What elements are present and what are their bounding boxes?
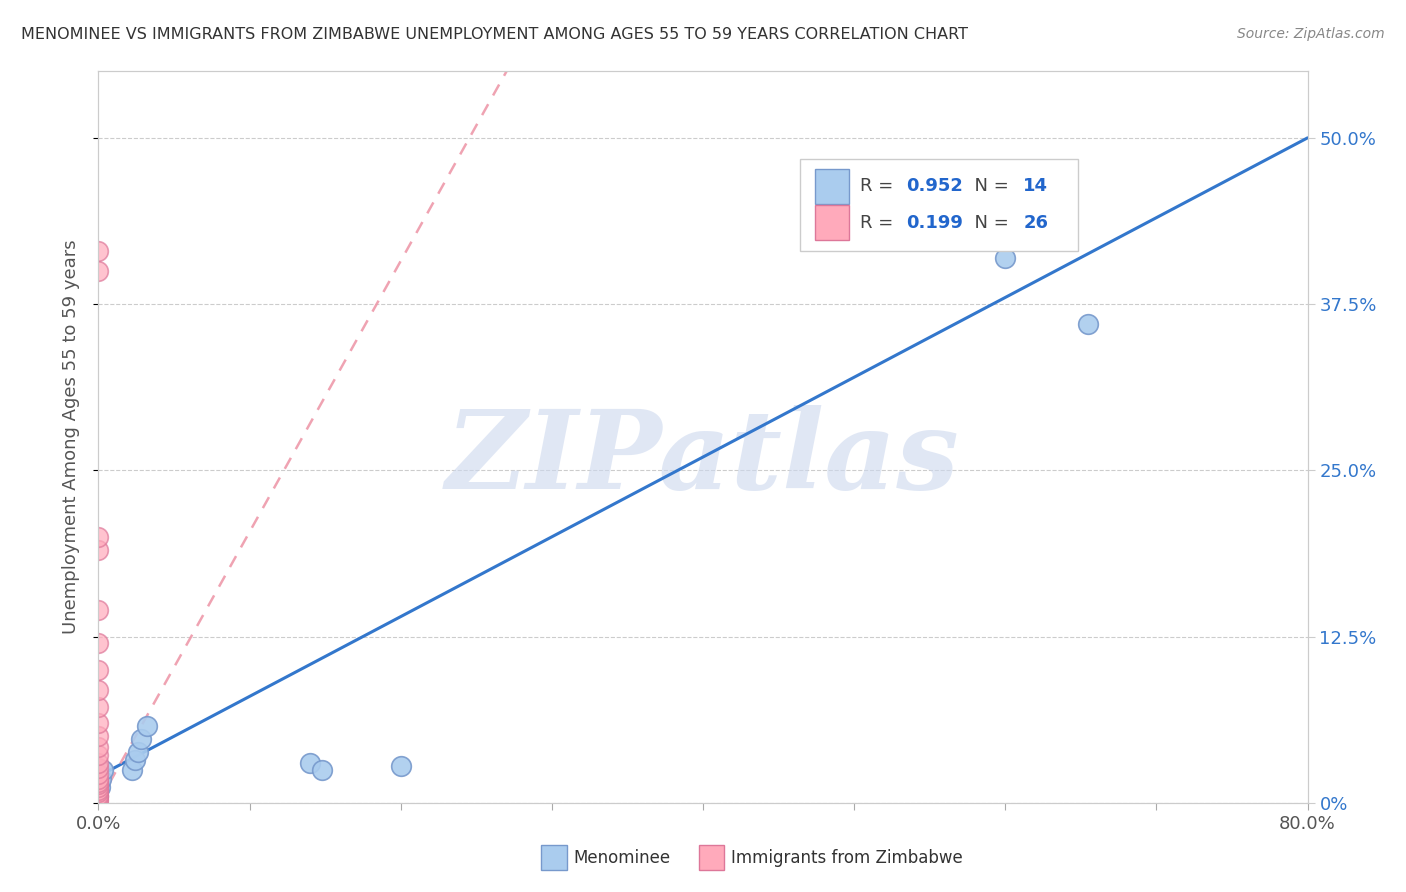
Point [87,747,110,762]
Point [89,780,111,794]
Point [87,700,110,714]
Point [87,756,110,770]
Point [311,763,333,777]
Point [87,789,110,804]
Point [87,793,110,807]
Point [127,745,149,759]
Point [87,796,110,810]
Point [87,603,110,617]
Point [87,777,110,791]
Text: 26: 26 [1024,214,1049,232]
Text: N =: N = [963,214,1015,232]
Point [87,788,110,802]
Point [299,756,322,770]
Point [90,772,112,786]
Point [87,682,110,697]
Text: Immigrants from Zimbabwe: Immigrants from Zimbabwe [731,849,963,867]
Text: 14: 14 [1024,178,1049,195]
Point [87,244,110,258]
Text: R =: R = [860,178,900,195]
Text: Source: ZipAtlas.com: Source: ZipAtlas.com [1237,27,1385,41]
Point [87,790,110,805]
Point [87,782,110,797]
Point [121,763,143,777]
Point [129,731,152,746]
Point [87,785,110,799]
Point [87,663,110,677]
Point [87,780,110,794]
Point [87,774,110,789]
Point [124,753,146,767]
Point [87,264,110,278]
Point [87,729,110,743]
Point [87,761,110,775]
Point [1077,317,1099,331]
Point [87,636,110,650]
Point [87,739,110,754]
Point [91,763,114,777]
Point [994,251,1017,265]
Text: R =: R = [860,214,900,232]
Text: 0.199: 0.199 [905,214,963,232]
Text: MENOMINEE VS IMMIGRANTS FROM ZIMBABWE UNEMPLOYMENT AMONG AGES 55 TO 59 YEARS COR: MENOMINEE VS IMMIGRANTS FROM ZIMBABWE UN… [21,27,969,42]
Text: 0.952: 0.952 [905,178,963,195]
Point [135,719,157,733]
Point [389,758,412,772]
Y-axis label: Unemployment Among Ages 55 to 59 years: Unemployment Among Ages 55 to 59 years [62,240,80,634]
Text: ZIPatlas: ZIPatlas [446,405,960,513]
Point [87,766,110,780]
FancyBboxPatch shape [800,159,1078,251]
FancyBboxPatch shape [815,169,849,203]
Point [87,716,110,731]
Point [87,530,110,544]
Point [87,772,110,786]
Text: N =: N = [963,178,1015,195]
Point [87,543,110,558]
FancyBboxPatch shape [815,205,849,240]
Text: Menominee: Menominee [574,849,671,867]
